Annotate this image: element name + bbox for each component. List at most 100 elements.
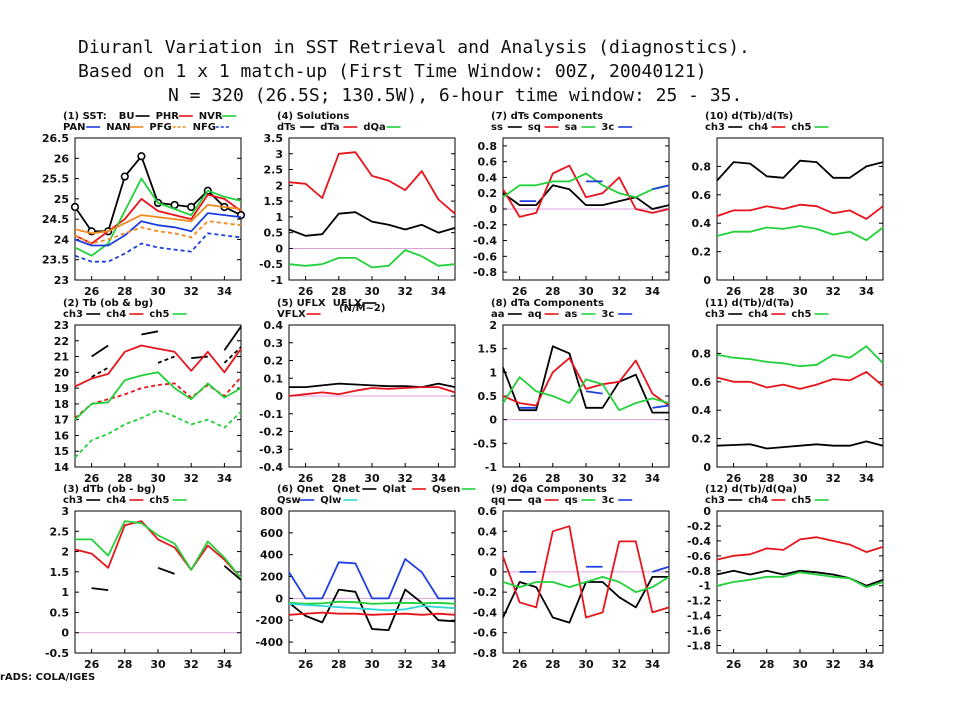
x-tick-label: 28 (117, 285, 132, 298)
y-tick-label: -0.6 (687, 550, 711, 563)
x-tick-label: 32 (398, 472, 413, 485)
legend-label: PFG (149, 122, 171, 133)
y-tick-label: 2 (275, 179, 283, 192)
plot-frame (288, 510, 456, 654)
header-line-3: N = 320 (26.5S; 130.5W), 6-hour time win… (168, 85, 743, 106)
y-tick-label: -0.8 (473, 266, 497, 279)
series-line (74, 376, 242, 419)
series-line (716, 159, 884, 182)
title-text: (7) dTs Components (491, 111, 603, 122)
y-tick-label: -0.8 (687, 565, 711, 578)
legend-label: ss (491, 122, 503, 133)
y-tick-label: -0.2 (259, 426, 283, 439)
y-tick-label: 0 (489, 203, 497, 216)
legend-label: sa (565, 122, 578, 133)
x-tick-label: 26 (726, 285, 742, 298)
y-tick-label: 25.5 (42, 173, 69, 186)
legend-label: qq (491, 495, 505, 506)
y-tick-label: -1.6 (687, 625, 711, 638)
x-tick-label: 34 (217, 285, 233, 298)
x-tick-label: 34 (645, 658, 661, 671)
x-tick-label: 26 (84, 658, 100, 671)
legend-label: Qsw (277, 495, 301, 506)
y-tick-label: -1 (699, 580, 711, 593)
series-line (502, 376, 670, 412)
y-tick-label: 1 (61, 586, 69, 599)
chart-panel-3: (7) dTs Components ss sq sa 3c -0.8 -0.6 -0.4 -… (473, 111, 670, 298)
x-tick-label: 34 (217, 472, 233, 485)
series-line (75, 520, 242, 579)
x-tick-label: 34 (645, 285, 661, 298)
y-tick-label: 2.5 (264, 164, 284, 177)
x-tick-label: 32 (826, 285, 841, 298)
data-point (187, 202, 196, 212)
legend-label: ch4 (748, 122, 768, 133)
chart-panel-1: (1) SST: BU PHR NVR PAN NAN PFG NFG 23 23.5 24 24.… (42, 111, 246, 298)
y-tick-label: 0.8 (692, 347, 712, 360)
y-tick-label: -0.2 (687, 520, 711, 533)
legend-label: dTa (320, 122, 339, 133)
x-tick-label: 28 (545, 658, 560, 671)
title-text: (3) dTb (ob - bg) (63, 484, 156, 495)
x-tick-label: 32 (826, 658, 841, 671)
y-tick-label: 0.2 (264, 355, 284, 368)
y-tick-label: 15 (54, 445, 69, 458)
y-tick-label: 0.2 (692, 246, 712, 259)
x-tick-label: 30 (150, 285, 166, 298)
x-tick-label: 28 (117, 658, 132, 671)
title-text: (8) dTa Components (491, 298, 604, 309)
x-tick-label: 30 (150, 472, 166, 485)
x-tick-label: 26 (298, 658, 314, 671)
x-tick-label: 32 (398, 285, 413, 298)
legend-label: Qsen (432, 484, 460, 495)
x-tick-label: 26 (298, 285, 314, 298)
x-tick-label: 26 (512, 658, 528, 671)
legend-label: ch5 (791, 122, 811, 133)
y-tick-label: 0.1 (264, 372, 284, 385)
y-tick-label: 0 (61, 627, 69, 640)
y-tick-label: -1.4 (687, 610, 711, 623)
series-segment (585, 390, 603, 395)
x-tick-label: 32 (184, 472, 199, 485)
x-tick-label: 32 (184, 285, 199, 298)
legend-label: ch4 (106, 309, 126, 320)
series-line (716, 370, 884, 390)
y-tick-label: 0.4 (264, 319, 284, 332)
y-tick-label: 0 (275, 592, 283, 605)
y-tick-label: 1 (489, 366, 497, 379)
title-text: (9) dQa Components (491, 484, 607, 495)
x-tick-label: 30 (150, 658, 166, 671)
header-line-2: Based on 1 x 1 match-up (First Time Wind… (78, 61, 707, 82)
legend-label: Qlw (320, 495, 341, 506)
y-tick-label: -1.8 (687, 640, 711, 653)
series-segment (141, 330, 159, 336)
series-line (288, 602, 456, 612)
legend-label: ch5 (149, 309, 169, 320)
legend-label: ch3 (63, 309, 83, 320)
data-point (137, 152, 146, 161)
legend-label: ch4 (748, 495, 768, 506)
series-line (716, 440, 884, 450)
series-line (502, 172, 670, 199)
x-tick-label: 28 (331, 472, 346, 485)
title-text: (4) Solutions (277, 111, 349, 122)
series-line (288, 588, 456, 631)
y-tick-label: -200 (255, 614, 283, 627)
title-text: (12) d(Tb)/d(Qa) (705, 484, 797, 495)
y-tick-label: -400 (255, 636, 283, 649)
y-tick-label: -1 (271, 274, 283, 287)
legend-label: sq (528, 122, 541, 133)
y-tick-label: -0.4 (473, 606, 497, 619)
x-tick-label: 28 (545, 472, 560, 485)
x-tick-label: 32 (184, 658, 199, 671)
x-tick-label: 28 (331, 285, 346, 298)
y-tick-label: 23 (54, 319, 69, 332)
x-tick-label: 26 (512, 472, 528, 485)
x-tick-label: 32 (826, 472, 841, 485)
legend-label: ch4 (748, 309, 768, 320)
x-tick-label: 32 (612, 285, 627, 298)
chart-title: (12) d(Tb)/d(Qa) (705, 484, 797, 495)
legend-label: ch5 (791, 495, 811, 506)
legend-label: NAN (106, 122, 130, 133)
y-tick-label: 0.4 (692, 217, 712, 230)
